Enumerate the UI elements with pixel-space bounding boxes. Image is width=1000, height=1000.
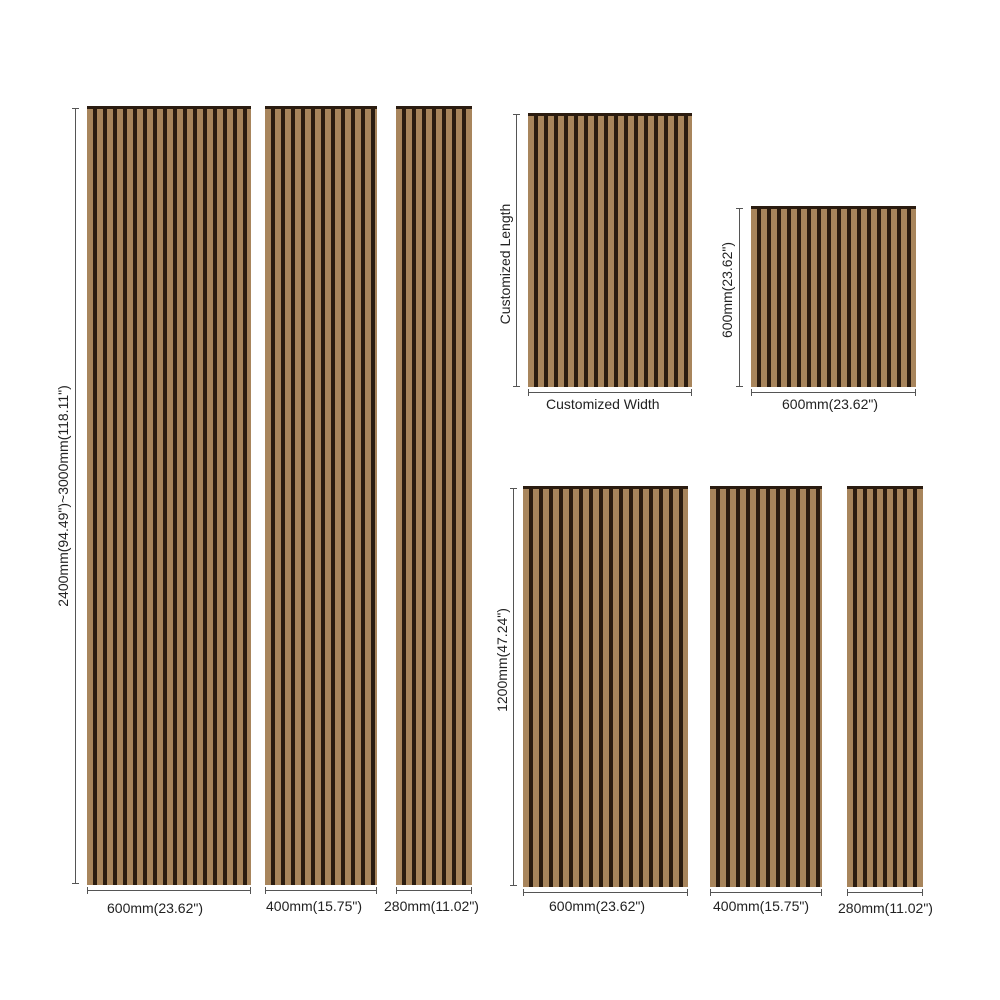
width-label-280: 280mm(11.02"): [384, 898, 479, 914]
width-label-600-square: 600mm(23.62"): [782, 396, 879, 412]
custom-length-label: Customized Length: [497, 203, 513, 325]
custom-width-label: Customized Width: [546, 396, 660, 412]
panel-400x1200: [710, 486, 822, 887]
width-label-600: 600mm(23.62"): [107, 900, 204, 916]
height-line-600: [736, 208, 743, 387]
width-label-600-b: 600mm(23.62"): [549, 898, 646, 914]
panel-600x1200: [523, 486, 688, 887]
panel-600x600: [751, 206, 916, 387]
panel-280x1200: [847, 486, 923, 887]
width-line-600: [87, 887, 251, 894]
width-label-400: 400mm(15.75"): [266, 898, 363, 914]
width-line-280-b: [847, 889, 923, 896]
width-label-280-b: 280mm(11.02"): [838, 900, 933, 916]
custom-width-line: [528, 389, 692, 396]
height-dimension-line: [72, 108, 79, 884]
height-label-1200: 1200mm(47.24"): [494, 608, 510, 712]
custom-length-line: [513, 114, 520, 387]
panel-400x2400: [265, 106, 377, 885]
height-label-600: 600mm(23.62"): [719, 241, 735, 339]
width-line-400: [265, 887, 377, 894]
height-line-1200: [510, 488, 517, 886]
panel-customized: [528, 113, 692, 387]
panel-600x2400: [87, 106, 251, 885]
width-line-600-square: [751, 389, 916, 396]
width-line-400-b: [710, 889, 822, 896]
panel-280x2400: [396, 106, 472, 885]
width-line-600-b: [523, 889, 688, 896]
width-label-400-b: 400mm(15.75"): [713, 898, 810, 914]
height-label-full: 2400mm(94.49")~3000mm(118.11"): [55, 385, 71, 607]
width-line-280: [396, 887, 472, 894]
